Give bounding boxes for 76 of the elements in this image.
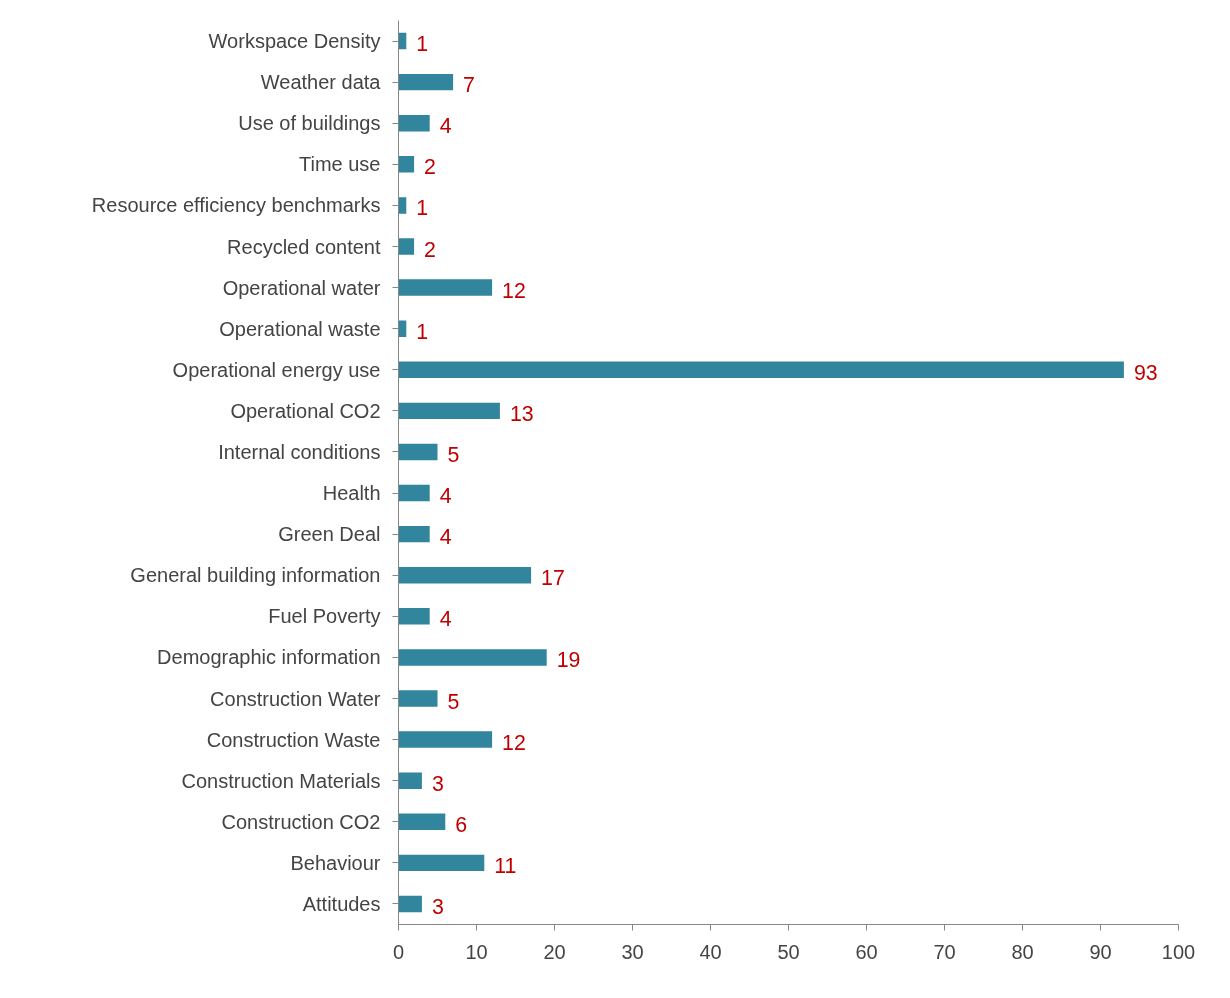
data-label: 4	[439, 607, 452, 632]
bar	[398, 484, 430, 502]
x-tick-label: 100	[1161, 940, 1196, 963]
data-label: 3	[431, 894, 444, 919]
bar	[398, 895, 422, 913]
bar	[398, 690, 438, 707]
y-tick-label: Recycled content	[227, 235, 381, 258]
y-tick-label: Fuel Poverty	[268, 605, 381, 628]
y-tick-label: Construction Materials	[181, 769, 381, 792]
y-tick-label: Time use	[299, 153, 381, 176]
bar	[398, 320, 407, 337]
y-tick-label: Operational energy use	[172, 358, 381, 381]
y-tick-label: Internal conditions	[218, 440, 381, 463]
x-tick-label: 0	[392, 940, 405, 963]
data-label: 5	[447, 689, 460, 714]
x-tick-label: 80	[1011, 940, 1034, 963]
x-tick-label: 50	[777, 940, 800, 963]
data-label: 2	[424, 155, 436, 180]
y-tick-label: Behaviour	[290, 851, 381, 874]
data-label: 2	[424, 237, 436, 262]
x-tick-label: 90	[1089, 940, 1112, 963]
y-tick-label: Attitudes	[302, 892, 381, 915]
bar	[398, 73, 454, 91]
data-label: 17	[541, 566, 565, 591]
data-label: 4	[439, 525, 452, 550]
y-tick-label: Construction Waste	[206, 728, 381, 751]
bar	[398, 567, 532, 584]
data-label: 3	[431, 771, 444, 796]
data-label: 12	[502, 278, 526, 303]
bar	[398, 197, 407, 214]
bar	[398, 443, 438, 461]
y-tick-label: Construction Water	[210, 687, 381, 710]
x-tick-label: 30	[621, 940, 644, 963]
y-tick-label: Green Deal	[278, 523, 381, 546]
x-tick-label: 70	[933, 940, 956, 963]
bar	[398, 402, 500, 420]
data-label: 4	[439, 114, 452, 139]
y-tick-label: Operational CO2	[230, 399, 381, 422]
data-label: 12	[502, 730, 526, 755]
y-tick-label: Health	[322, 482, 381, 505]
bar	[398, 813, 446, 830]
y-tick-label: Workspace Density	[208, 30, 381, 53]
bar	[398, 279, 493, 296]
bar	[398, 772, 422, 789]
data-label: 7	[463, 73, 475, 98]
data-label: 5	[447, 442, 460, 467]
x-tick-label: 60	[855, 940, 878, 963]
data-label: 6	[455, 812, 468, 837]
y-tick-label: General building information	[130, 564, 381, 587]
bar	[398, 608, 430, 625]
bar	[398, 361, 1124, 378]
data-label: 4	[439, 484, 452, 509]
x-tick-label: 40	[699, 940, 722, 963]
data-label: 1	[416, 32, 429, 57]
y-tick-label: Construction CO2	[221, 810, 381, 833]
data-label: 11	[494, 853, 517, 878]
x-tick-label: 20	[543, 940, 566, 963]
bar	[398, 525, 430, 543]
data-label: 93	[1133, 360, 1158, 385]
bar	[398, 115, 430, 132]
y-tick-label: Operational waste	[219, 317, 381, 340]
y-tick-label: Operational water	[222, 276, 381, 299]
data-label: 1	[416, 319, 429, 344]
data-label: 19	[556, 648, 581, 673]
bar	[398, 731, 493, 748]
y-tick-label: Weather data	[260, 71, 382, 94]
y-tick-label: Use of buildings	[238, 112, 381, 135]
y-tick-label: Resource efficiency benchmarks	[91, 194, 381, 217]
data-label: 13	[509, 401, 534, 426]
data-label: 1	[416, 196, 429, 221]
bar	[398, 854, 485, 872]
y-tick-label: Demographic information	[157, 646, 381, 669]
bar	[398, 649, 547, 666]
bar	[398, 156, 415, 173]
x-tick-label: 10	[465, 940, 488, 963]
bar	[398, 238, 415, 255]
